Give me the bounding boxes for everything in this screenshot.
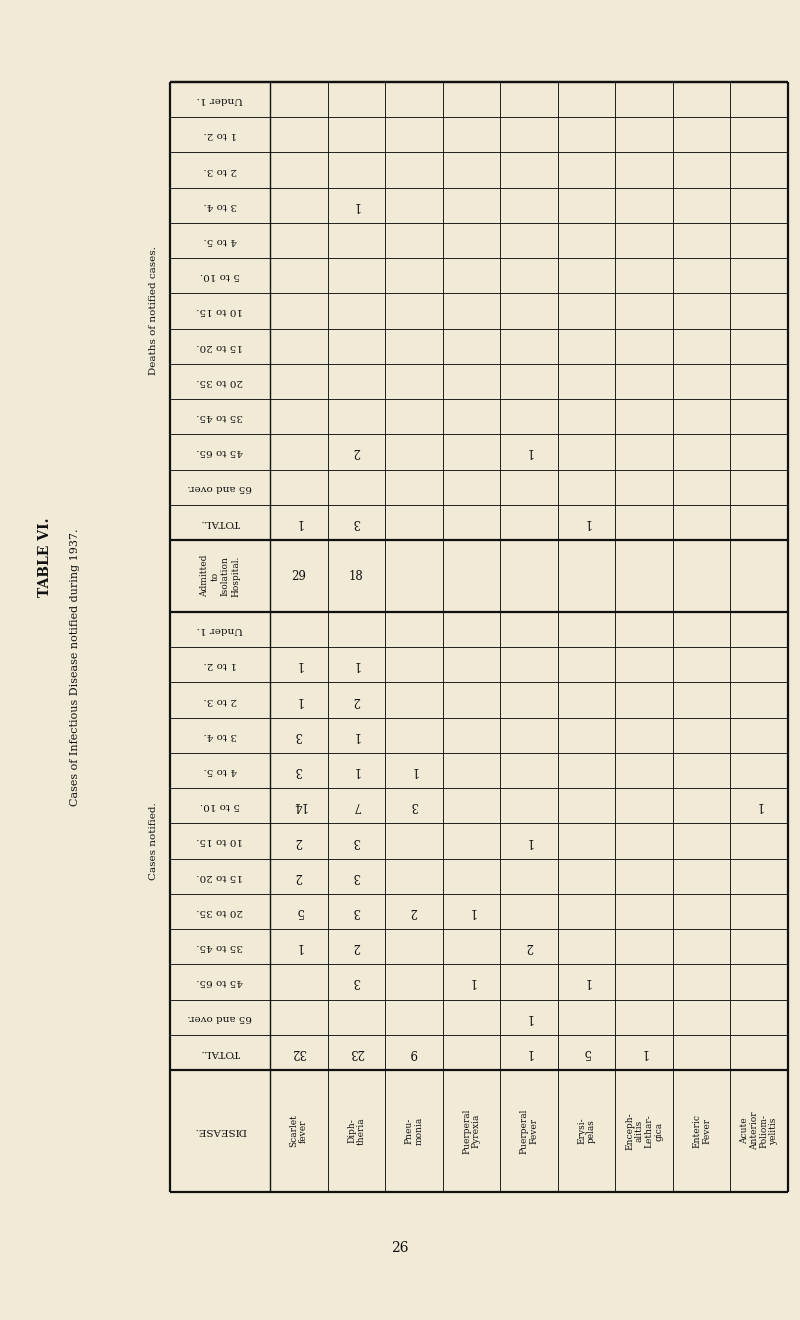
- Text: TOTAL.: TOTAL.: [200, 1048, 240, 1057]
- Text: Cases of Infectious Disease notified during 1937.: Cases of Infectious Disease notified dur…: [70, 528, 80, 805]
- Text: 3: 3: [295, 764, 302, 777]
- Text: 65 and over.: 65 and over.: [188, 483, 252, 491]
- Text: 2: 2: [353, 445, 360, 458]
- Text: Pneu-
monia: Pneu- monia: [405, 1117, 423, 1146]
- Text: 3: 3: [353, 870, 360, 883]
- Text: 1 to 2.: 1 to 2.: [203, 131, 237, 140]
- Text: Enteric
Fever: Enteric Fever: [692, 1114, 711, 1148]
- Text: 35 to 45.: 35 to 45.: [197, 942, 243, 952]
- Text: 32: 32: [291, 1045, 306, 1059]
- Text: 2: 2: [295, 834, 302, 847]
- Text: 1: 1: [468, 975, 475, 989]
- Text: 3: 3: [353, 975, 360, 989]
- Text: 1: 1: [295, 940, 302, 953]
- Text: 3: 3: [353, 906, 360, 917]
- Text: 2 to 3.: 2 to 3.: [203, 165, 237, 174]
- Text: 1: 1: [353, 659, 360, 672]
- Text: 2: 2: [295, 870, 302, 883]
- Text: 2 to 3.: 2 to 3.: [203, 696, 237, 705]
- Text: 9: 9: [410, 1045, 418, 1059]
- Text: 1: 1: [583, 516, 590, 529]
- Text: 1: 1: [353, 199, 360, 211]
- Text: 4 to 5.: 4 to 5.: [203, 766, 237, 775]
- Text: 3: 3: [353, 834, 360, 847]
- Text: 3: 3: [410, 800, 418, 812]
- Text: Deaths of notified cases.: Deaths of notified cases.: [150, 247, 158, 375]
- Text: 1 to 2.: 1 to 2.: [203, 660, 237, 669]
- Text: Admitted
to
Isolation
Hospital.: Admitted to Isolation Hospital.: [200, 554, 240, 597]
- Text: Under 1.: Under 1.: [197, 95, 243, 104]
- Text: 5: 5: [583, 1045, 590, 1059]
- Text: 45 to 65.: 45 to 65.: [197, 977, 243, 986]
- Text: 5 to 10.: 5 to 10.: [200, 272, 240, 280]
- Text: 26: 26: [391, 1241, 409, 1255]
- Text: 65 and over.: 65 and over.: [188, 1012, 252, 1022]
- Text: 1: 1: [641, 1045, 648, 1059]
- Text: Puerperal
Fever: Puerperal Fever: [520, 1109, 538, 1154]
- Text: 14: 14: [291, 800, 306, 812]
- Text: 3 to 4.: 3 to 4.: [203, 201, 237, 210]
- Text: 2: 2: [353, 940, 360, 953]
- Text: 29: 29: [291, 569, 306, 582]
- Text: 1: 1: [755, 800, 763, 812]
- Text: 18: 18: [349, 569, 364, 582]
- Text: 4 to 5.: 4 to 5.: [203, 236, 237, 246]
- Text: Scarlet
fever: Scarlet fever: [290, 1114, 308, 1147]
- Text: TABLE VI.: TABLE VI.: [38, 517, 52, 597]
- Text: 3: 3: [353, 516, 360, 529]
- Text: 1: 1: [353, 729, 360, 742]
- Text: 2: 2: [410, 906, 418, 917]
- Text: Erysi-
pelas: Erysi- pelas: [578, 1118, 596, 1144]
- Text: Diph-
theria: Diph- theria: [347, 1117, 366, 1144]
- Text: 1: 1: [526, 445, 533, 458]
- Text: 1: 1: [526, 834, 533, 847]
- Text: 45 to 65.: 45 to 65.: [197, 447, 243, 457]
- Text: 1: 1: [295, 516, 302, 529]
- Text: 2: 2: [353, 693, 360, 706]
- Text: 1: 1: [410, 764, 418, 777]
- Text: 10 to 15.: 10 to 15.: [197, 837, 243, 846]
- Text: 1: 1: [526, 1045, 533, 1059]
- Text: 1: 1: [353, 764, 360, 777]
- Text: 15 to 20.: 15 to 20.: [197, 871, 243, 880]
- Text: 2: 2: [526, 940, 533, 953]
- Text: 23: 23: [349, 1045, 364, 1059]
- Text: 3: 3: [295, 729, 302, 742]
- Text: Acute
Anterior
Poliom-
yelitis: Acute Anterior Poliom- yelitis: [740, 1111, 778, 1150]
- Text: 1: 1: [295, 659, 302, 672]
- Text: 7: 7: [353, 800, 360, 812]
- Text: Under 1.: Under 1.: [197, 626, 243, 634]
- Text: 1: 1: [583, 975, 590, 989]
- Text: 20 to 35.: 20 to 35.: [197, 907, 243, 916]
- Text: 10 to 15.: 10 to 15.: [197, 306, 243, 315]
- Text: Cases notified.: Cases notified.: [150, 803, 158, 880]
- Text: 5: 5: [295, 906, 302, 917]
- Text: 20 to 35.: 20 to 35.: [197, 378, 243, 385]
- Text: 35 to 45.: 35 to 45.: [197, 412, 243, 421]
- Text: 15 to 20.: 15 to 20.: [197, 342, 243, 351]
- Text: Enceph-
alitis
Lethar-
gica: Enceph- alitis Lethar- gica: [625, 1113, 663, 1150]
- Text: 1: 1: [526, 1011, 533, 1023]
- Text: 1: 1: [468, 906, 475, 917]
- Text: DISEASE.: DISEASE.: [194, 1126, 246, 1135]
- Text: TOTAL.: TOTAL.: [200, 517, 240, 527]
- Text: Puerperal
Pyrexia: Puerperal Pyrexia: [462, 1109, 481, 1154]
- Text: 5 to 10.: 5 to 10.: [200, 801, 240, 810]
- Text: 3 to 4.: 3 to 4.: [203, 731, 237, 739]
- Text: 1: 1: [295, 693, 302, 706]
